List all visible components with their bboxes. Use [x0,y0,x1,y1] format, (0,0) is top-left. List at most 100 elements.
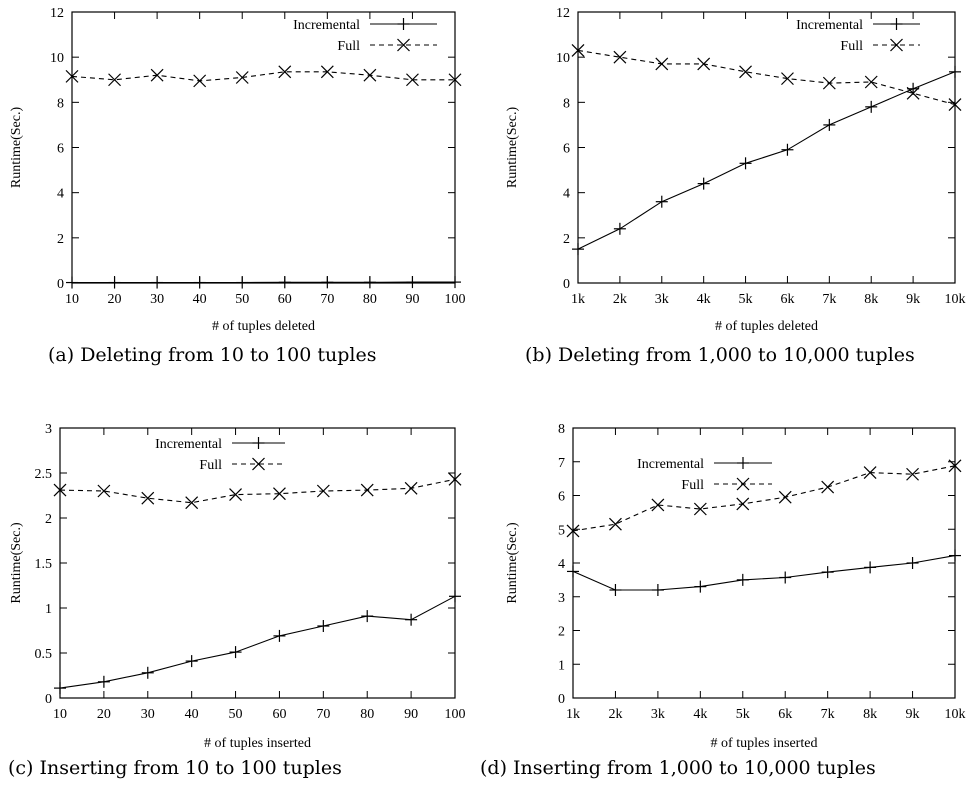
y-tick-label: 1 [558,658,565,673]
y-tick-label: 8 [57,96,64,111]
data-point-full [97,484,111,498]
data-point-full [609,517,622,531]
data-point-incremental [823,118,836,131]
x-tick-label: 5k [739,292,753,307]
y-axis-title: Runtime(Sec.) [9,107,24,189]
legend-marker-incremental [737,457,749,469]
data-point-incremental [141,666,154,679]
x-tick-label: 10k [945,292,966,307]
y-tick-label: 2 [563,232,570,247]
x-tick-label: 2k [608,707,622,722]
data-point-incremental [229,646,242,659]
data-point-incremental [321,276,334,289]
data-point-incremental [697,177,710,190]
y-axis-title: Runtime(Sec.) [9,522,24,604]
x-axis-title: # of tuples inserted [204,736,311,751]
data-point-full [571,43,585,57]
chart-panel-a: 0 2 4 6 8 10 12 10 20 30 40 50 60 70 80 90 100 # of tuple… [0,0,480,390]
y-tick-label: 4 [57,187,64,202]
data-point-full [821,480,835,494]
legend-label-full: Full [681,478,704,493]
data-point-full [360,483,374,497]
x-tick-label: 20 [108,292,122,307]
x-tick-label: 8k [864,292,878,307]
data-point-full [778,490,792,504]
y-tick-label: 1.5 [35,557,53,572]
data-point-full [613,50,627,64]
data-point-full [363,68,377,82]
x-tick-label: 5k [736,707,750,722]
data-point-full [781,72,794,86]
legend-marker-incremental [890,18,903,30]
data-point-full [906,86,920,100]
x-tick-label: 6k [778,707,792,722]
y-tick-label: 10 [50,51,64,66]
series-line-full [577,49,956,106]
y-tick-label: 2 [57,232,64,247]
data-point-incremental [949,65,961,78]
data-point-incremental [865,100,878,113]
series-line-incremental [59,595,456,689]
data-point-full [193,74,207,88]
x-tick-label: 90 [404,707,418,722]
caption-a: (a) Deleting from 10 to 100 tuples [48,344,377,366]
y-axis-title: Runtime(Sec.) [505,522,520,604]
y-tick-label: 2 [45,512,52,527]
x-tick-label: 70 [320,292,334,307]
data-point-full [185,496,199,510]
chart-panel-c: 0 0.5 1 1.5 2 2.5 3 10 20 30 40 50 60 70 80 90 100 # of t… [0,410,480,787]
plot-frame [71,11,456,284]
x-tick-label: 6k [780,292,794,307]
data-point-incremental [736,573,749,586]
data-point-full [320,65,334,79]
y-tick-label: 3 [558,591,565,606]
y-tick-label: 0 [45,692,52,707]
data-point-full [273,487,286,501]
y-tick-label: 12 [556,6,570,21]
data-point-incremental [361,610,374,623]
x-tick-label: 40 [193,292,207,307]
y-tick-label: 7 [558,456,565,471]
data-point-full [235,71,249,84]
legend-label-incremental: Incremental [155,437,222,452]
x-tick-label: 40 [185,707,199,722]
data-point-full [651,498,665,512]
data-point-full [150,68,164,82]
caption-b: (b) Deleting from 1,000 to 10,000 tuples [525,344,915,366]
data-point-full [404,481,418,495]
data-point-incremental [651,584,664,596]
data-point-full [141,491,155,505]
data-point-full [655,57,669,71]
series-line-incremental [572,555,956,591]
legend-label-incremental: Incremental [796,18,863,33]
x-tick-label: 3k [655,292,669,307]
data-point-full [406,73,419,87]
data-point-full [693,502,707,516]
data-point-incremental [317,620,330,632]
series-line-full [59,478,456,504]
x-tick-label: 2k [613,292,627,307]
y-tick-label: 3 [45,422,52,437]
data-point-incremental [405,613,418,626]
caption-c: (c) Inserting from 10 to 100 tuples [8,757,342,779]
data-point-incremental [406,276,419,289]
y-axis-title: Runtime(Sec.) [505,107,520,189]
x-tick-label: 60 [278,292,292,307]
x-tick-label: 30 [141,707,155,722]
y-tick-label: 0 [563,277,570,292]
data-point-incremental [449,276,461,289]
data-point-full [278,65,292,79]
y-tick-label: 6 [57,142,64,157]
legend-marker-full [252,457,265,471]
data-point-incremental [66,276,78,289]
legend-marker-full [890,38,903,52]
data-point-incremental [185,655,198,668]
data-point-full [53,483,67,497]
legend-marker-incremental [252,437,265,449]
legend-marker-incremental [397,18,410,30]
data-point-incremental [906,557,919,569]
series-line-full [71,71,455,82]
data-point-incremental [151,276,164,289]
data-point-full [448,472,462,486]
y-tick-label: 6 [563,142,570,157]
